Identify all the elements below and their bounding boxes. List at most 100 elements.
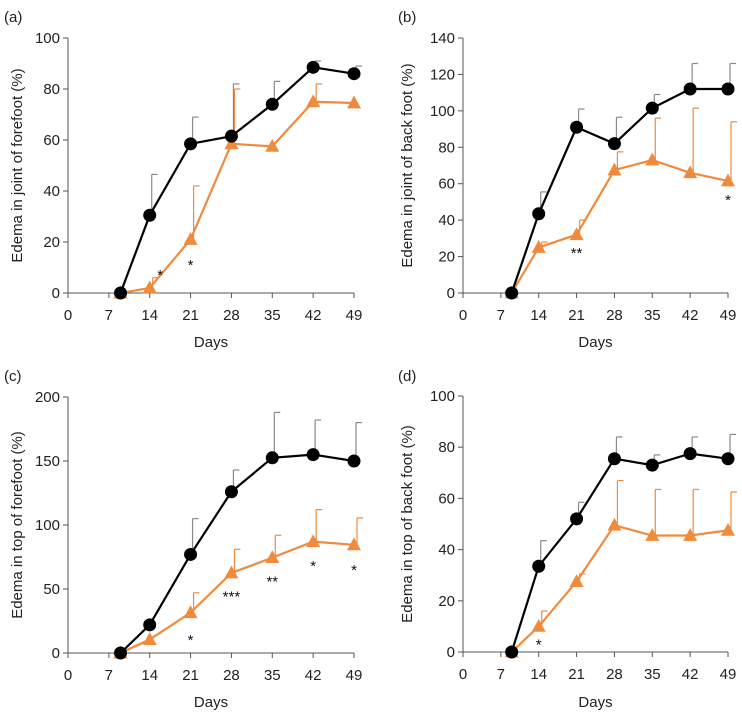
significance-marker: **: [266, 573, 278, 590]
significance-marker: *: [188, 257, 194, 274]
x-tick-label: 7: [497, 666, 505, 683]
x-tick-label: 35: [264, 307, 281, 324]
series-line: [510, 452, 729, 653]
x-tick-label: 42: [682, 666, 699, 683]
data-point: [306, 94, 321, 108]
data-point: [531, 240, 546, 253]
significance-marker: *: [725, 192, 731, 209]
data-point: [143, 618, 157, 632]
x-tick-label: 14: [530, 307, 547, 324]
data-point: [306, 448, 320, 462]
y-tick-label: 0: [52, 285, 60, 302]
x-tick-label: 49: [720, 666, 737, 683]
x-tick-label: 7: [105, 667, 113, 684]
x-tick-label: 49: [720, 307, 737, 324]
y-tick-label: 80: [438, 139, 455, 156]
series-control: [114, 60, 362, 300]
data-point: [114, 286, 128, 300]
data-point: [721, 522, 735, 536]
x-tick-label: 49: [346, 307, 363, 324]
panel-label: (c): [4, 368, 22, 385]
data-point: [224, 136, 239, 150]
y-tick-label: 40: [438, 212, 455, 229]
x-axis-label: Days: [578, 694, 612, 711]
x-tick-label: 0: [459, 666, 467, 683]
series-control: [505, 433, 736, 659]
data-point: [142, 280, 157, 294]
data-point: [224, 485, 238, 499]
x-tick-label: 21: [182, 667, 199, 684]
x-tick-label: 21: [568, 307, 585, 324]
data-point: [721, 82, 735, 96]
y-tick-label: 40: [43, 183, 60, 200]
x-tick-label: 49: [346, 667, 363, 684]
panel-1: (a) 0 20 40 60 80 100 0 7 14 21 28 35 42 49 Days Edema i…: [4, 9, 362, 351]
data-point: [570, 120, 584, 134]
data-point: [265, 550, 280, 564]
y-tick-label: 200: [35, 389, 60, 406]
x-tick-label: 35: [644, 307, 661, 324]
data-point: [183, 605, 198, 619]
x-tick-label: 7: [105, 307, 113, 324]
y-tick-label: 150: [35, 453, 60, 470]
data-point: [645, 101, 659, 115]
x-tick-label: 28: [606, 666, 623, 683]
x-tick-label: 42: [305, 307, 322, 324]
series-line: [510, 158, 729, 294]
y-tick-label: 80: [43, 81, 60, 98]
x-tick-label: 28: [223, 307, 240, 324]
data-point: [265, 138, 280, 152]
y-tick-label: 60: [438, 176, 455, 193]
data-point: [683, 528, 698, 541]
x-tick-label: 28: [606, 307, 623, 324]
y-tick-label: 140: [430, 30, 455, 47]
x-axis-label: Days: [578, 334, 612, 351]
significance-marker: *: [157, 267, 163, 284]
panel-3: (c) 0 50 100 150 200 0 7 14 21 28 35 42 49 Days Edema i…: [4, 368, 363, 711]
x-tick-label: 35: [644, 666, 661, 683]
data-point: [265, 97, 279, 111]
data-point: [505, 286, 519, 300]
panel-4: (d) 0 20 40 60 80 100 0 7 14 21 28 35 42 49 Days Edema i…: [398, 368, 737, 711]
data-point: [306, 60, 320, 74]
x-axis-label: Days: [194, 334, 228, 351]
y-axis-label: Edema in top of forefoot (%): [9, 431, 26, 619]
data-point: [142, 632, 157, 645]
data-point: [531, 618, 546, 632]
data-point: [645, 528, 660, 541]
significance-marker: *: [310, 558, 316, 575]
y-tick-label: 40: [438, 542, 455, 559]
x-tick-label: 28: [223, 667, 240, 684]
y-tick-label: 120: [430, 66, 455, 83]
y-tick-label: 20: [438, 249, 455, 266]
data-point: [265, 451, 279, 465]
data-point: [184, 547, 198, 561]
data-point: [224, 129, 238, 143]
y-tick-label: 100: [35, 517, 60, 534]
data-point: [183, 232, 198, 245]
data-point: [645, 458, 659, 472]
data-point: [143, 208, 157, 222]
data-point: [532, 559, 546, 573]
data-point: [347, 537, 361, 551]
y-tick-label: 80: [438, 439, 455, 456]
x-tick-label: 7: [497, 307, 505, 324]
y-axis-label: Edema in joint of back foot (%): [399, 63, 416, 267]
data-point: [347, 454, 361, 468]
x-tick-label: 14: [141, 667, 158, 684]
x-axis-label: Days: [194, 694, 228, 711]
y-tick-label: 0: [447, 644, 455, 661]
significance-marker: **: [571, 245, 583, 262]
series-line: [510, 87, 728, 294]
y-tick-label: 50: [43, 581, 60, 598]
series-treated: [113, 83, 361, 299]
significance-marker: *: [536, 636, 542, 653]
significance-marker: *: [188, 632, 194, 649]
data-point: [569, 227, 584, 241]
x-tick-label: 0: [64, 307, 72, 324]
series-line: [510, 524, 729, 653]
data-point: [645, 152, 660, 166]
y-tick-label: 100: [35, 30, 60, 47]
y-tick-label: 100: [430, 388, 455, 405]
